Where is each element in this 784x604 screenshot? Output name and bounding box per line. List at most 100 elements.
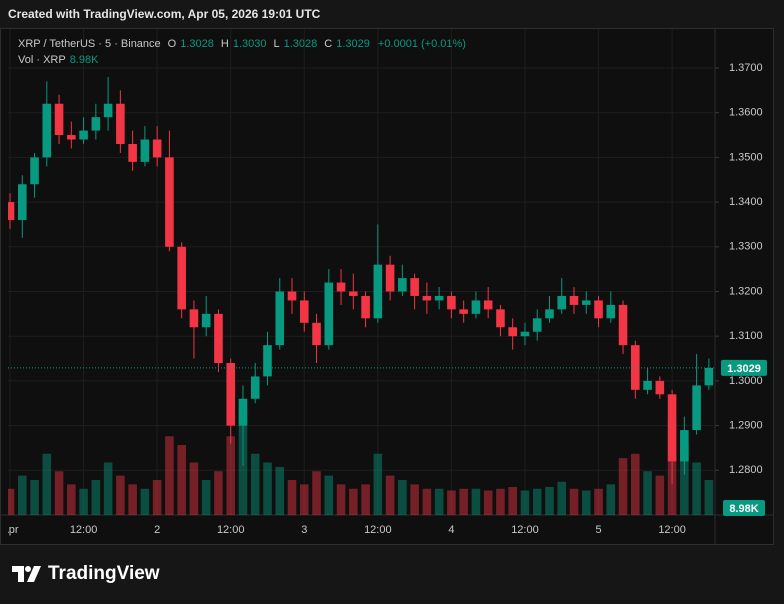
- volume-bar: [42, 453, 52, 515]
- ohlc-key: H: [220, 38, 229, 50]
- volume-bar: [177, 445, 186, 515]
- volume-bar: [422, 488, 432, 515]
- y-tick-label: 1.2900: [729, 420, 763, 432]
- legend-row: XRP / TetherUS · 5 · Binance O 1.3028 H 1.3…: [18, 36, 466, 52]
- volume-bar: [336, 484, 346, 515]
- ohlc-value: 1.3028: [180, 38, 214, 50]
- volume-bar: [655, 475, 665, 515]
- candle-body: [459, 309, 468, 314]
- y-tick-label: 1.3200: [729, 285, 763, 297]
- x-tick-label: 2: [154, 524, 160, 536]
- x-tick-label: 12:00: [364, 524, 392, 536]
- volume-bar: [189, 462, 199, 515]
- candle-body: [361, 295, 370, 319]
- volume-bar: [140, 488, 150, 515]
- candle-body: [680, 430, 689, 462]
- volume-bar: [398, 480, 407, 515]
- candle-body: [618, 304, 628, 346]
- volume-bar: [631, 453, 640, 515]
- candle-body: [67, 135, 76, 140]
- ohlc-key: L: [273, 38, 280, 50]
- volume-bar: [54, 471, 64, 515]
- change: +0.0001 (+0.01%): [377, 38, 466, 50]
- candle-body: [373, 264, 383, 319]
- y-tick-label: 1.3700: [729, 62, 763, 74]
- volume-bar: [545, 487, 554, 515]
- candle-body: [140, 139, 150, 162]
- candle-body: [287, 291, 297, 301]
- y-tick-label: 1.3400: [729, 196, 763, 208]
- volume-bar: [361, 484, 370, 515]
- candle-body: [606, 304, 616, 319]
- candle-body: [54, 103, 64, 136]
- candle-body: [483, 300, 493, 310]
- candle-body: [152, 139, 162, 158]
- volume-bar: [447, 490, 456, 515]
- volume-bar: [385, 475, 395, 515]
- volume-bar: [434, 488, 444, 515]
- candle-body: [324, 282, 334, 346]
- last-price-label: 1.3029: [727, 363, 761, 375]
- volume-bar: [643, 471, 652, 515]
- volume-bar: [116, 475, 125, 515]
- candle-body: [116, 103, 125, 144]
- candle-body: [42, 103, 52, 158]
- candle-body: [545, 309, 554, 319]
- x-tick-label: 12:00: [658, 524, 686, 536]
- y-tick-label: 1.3600: [729, 107, 763, 119]
- volume-bar: [459, 488, 468, 515]
- candle-body: [17, 184, 27, 220]
- volume-bar: [508, 487, 517, 515]
- candle-body: [226, 363, 236, 426]
- candle-body: [385, 264, 395, 292]
- ohlc-value: 1.3029: [336, 38, 370, 50]
- volume-label: 8.98K: [729, 503, 758, 515]
- volume-bar: [557, 481, 567, 515]
- candle-body: [557, 295, 567, 310]
- y-tick-label: 1.3100: [729, 330, 763, 342]
- logo[interactable]: TradingView: [12, 563, 160, 585]
- volume-name: Vol · XRP: [18, 54, 66, 66]
- volume-bar: [312, 471, 321, 515]
- candle-body: [532, 318, 542, 332]
- x-tick-label: 4: [448, 524, 454, 536]
- candle-body: [91, 117, 101, 131]
- brand: TradingView: [48, 563, 160, 584]
- volume-bar: [569, 488, 579, 515]
- candle-body: [263, 345, 272, 377]
- volume-bar: [287, 480, 297, 515]
- candle-body: [201, 313, 211, 328]
- volume-bar: [410, 484, 419, 515]
- candle-body: [250, 376, 260, 399]
- volume-bar: [692, 462, 701, 515]
- volume-bar: [581, 490, 591, 515]
- x-tick-label: 5: [595, 524, 601, 536]
- volume-bar: [275, 466, 285, 515]
- candle-body: [447, 295, 456, 310]
- volume-bar: [520, 490, 530, 515]
- candle-body: [165, 157, 174, 247]
- candle-body: [643, 380, 652, 390]
- volume-bar: [152, 480, 162, 515]
- legend-row: Vol · XRP 8.98K: [18, 52, 466, 68]
- candle-body: [128, 143, 137, 162]
- candle-body: [581, 300, 591, 305]
- ohlc-key: O: [167, 38, 177, 50]
- candle-body: [275, 291, 285, 346]
- y-tick-label: 1.2800: [729, 464, 763, 476]
- ohlc-value: 1.3030: [232, 38, 267, 50]
- x-tick-label: 12:00: [70, 524, 98, 536]
- ohlc-key: C: [324, 38, 333, 50]
- candle-body: [299, 300, 309, 323]
- candle-body: [422, 295, 432, 301]
- volume-bar: [214, 471, 223, 515]
- candle-body: [569, 295, 579, 305]
- x-tick-label: Apr: [1, 524, 18, 536]
- volume-bar: [594, 488, 603, 515]
- candle-body: [471, 300, 481, 314]
- volume-bar: [165, 436, 174, 515]
- volume-bar: [226, 436, 236, 515]
- volume-box: [723, 500, 765, 516]
- volume-bar: [483, 490, 493, 515]
